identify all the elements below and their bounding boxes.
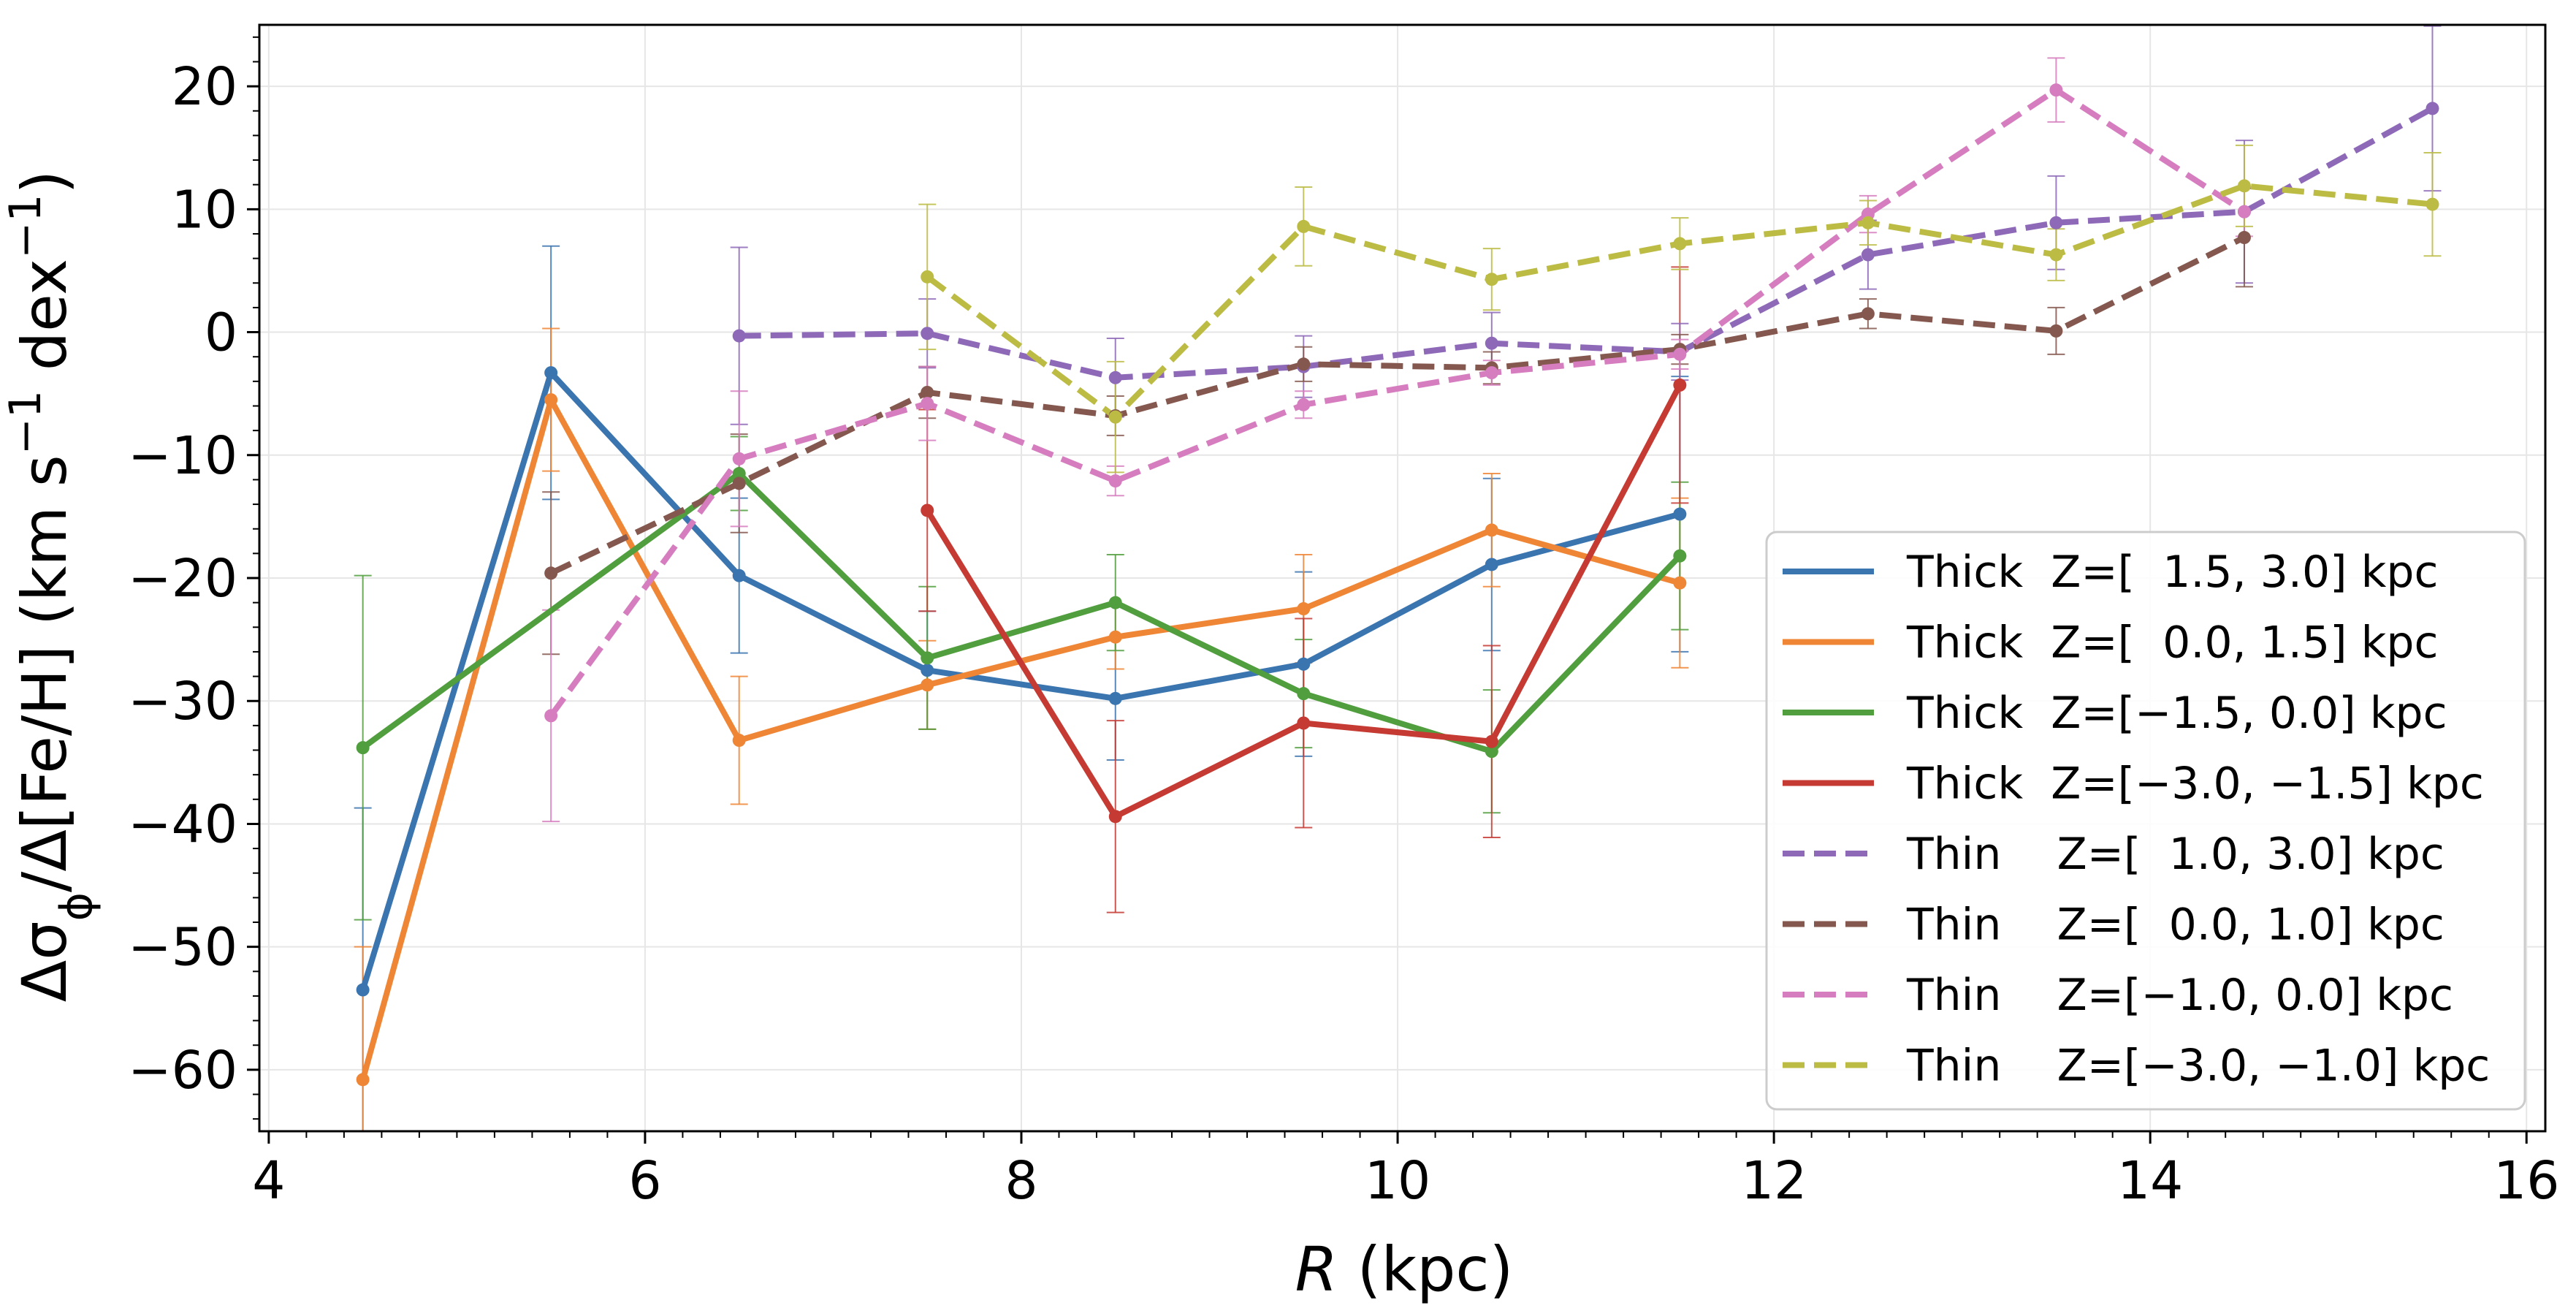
y-axis-title: Δσϕ/Δ[Fe/H] (km s−1 dex−1)	[0, 170, 102, 1003]
grid	[259, 25, 2545, 1131]
data-point	[921, 678, 934, 692]
data-point	[2237, 179, 2251, 193]
y-tick-label: −20	[128, 548, 237, 609]
data-point	[1485, 273, 1498, 286]
data-point	[356, 741, 370, 755]
axis-ticks	[247, 36, 2528, 1144]
data-point	[1297, 398, 1311, 411]
data-point	[356, 983, 370, 997]
data-point	[2237, 205, 2251, 218]
data-point	[2049, 248, 2063, 262]
y-tick-label: −60	[128, 1040, 237, 1101]
data-point	[2426, 102, 2439, 115]
data-point	[544, 566, 558, 580]
data-point	[1297, 602, 1311, 616]
data-point	[921, 270, 934, 284]
series-line	[359, 370, 1681, 991]
data-point	[921, 327, 934, 341]
data-point	[921, 664, 934, 677]
data-point	[356, 1073, 370, 1087]
data-point	[1673, 378, 1687, 392]
y-tick-label: −30	[128, 671, 237, 732]
data-point	[732, 734, 746, 748]
legend-label: Thick Z=[ 1.5, 3.0] kpc	[1906, 547, 2438, 598]
series-line	[739, 105, 2434, 381]
data-point	[544, 709, 558, 723]
legend-label: Thin Z=[ 0.0, 1.0] kpc	[1906, 900, 2444, 951]
data-point	[544, 366, 558, 380]
data-point	[1297, 716, 1311, 730]
data-point	[1673, 237, 1687, 251]
data-point	[1485, 745, 1498, 759]
data-point	[2049, 83, 2063, 97]
data-point	[1297, 687, 1311, 701]
x-axis-title: R (kpc)	[1295, 1234, 1514, 1305]
data-point	[1485, 336, 1498, 350]
x-tick-label: 10	[1365, 1150, 1430, 1211]
data-point	[1108, 596, 1122, 609]
data-point	[921, 385, 934, 399]
data-point	[1485, 734, 1498, 748]
data-point	[1485, 558, 1498, 571]
x-tick-label: 12	[1741, 1150, 1807, 1211]
data-point	[1485, 366, 1498, 380]
legend-label: Thick Z=[−1.5, 0.0] kpc	[1906, 688, 2447, 739]
data-point	[1108, 474, 1122, 488]
x-tick-label: 6	[628, 1150, 661, 1211]
data-point	[1861, 248, 1875, 262]
data-point	[1297, 657, 1311, 671]
legend: Thick Z=[ 1.5, 3.0] kpc Thick Z=[ 0.0, 1.…	[1765, 531, 2526, 1111]
y-tick-label: 20	[172, 56, 237, 117]
data-point	[921, 651, 934, 665]
legend-label: Thick Z=[−3.0, −1.5] kpc	[1906, 759, 2484, 810]
legend-box	[1765, 531, 2526, 1111]
x-tick-label: 8	[1005, 1150, 1037, 1211]
data-point	[1673, 549, 1687, 563]
data-point	[1673, 347, 1687, 361]
legend-label: Thin Z=[−1.0, 0.0] kpc	[1906, 970, 2453, 1021]
data-point	[1108, 370, 1122, 384]
y-tick-label: −50	[128, 917, 237, 978]
data-point	[2049, 324, 2063, 338]
data-point	[1673, 507, 1687, 521]
x-tick-label: 16	[2493, 1150, 2559, 1211]
data-point	[1297, 357, 1311, 371]
data-point	[1108, 410, 1122, 424]
data-point	[1673, 576, 1687, 590]
data-point	[1485, 523, 1498, 537]
data-point	[1108, 691, 1122, 705]
data-point	[921, 397, 934, 411]
data-point	[732, 476, 746, 490]
data-point	[2237, 231, 2251, 245]
data-point	[732, 452, 746, 466]
data-point	[1861, 216, 1875, 229]
x-tick-label: 14	[2117, 1150, 2183, 1211]
y-tick-label: −40	[128, 794, 237, 854]
legend-label: Thin Z=[−3.0, −1.0] kpc	[1906, 1041, 2490, 1092]
data-point	[1108, 630, 1122, 644]
y-tick-label: 10	[172, 179, 237, 240]
data-point	[1297, 219, 1311, 233]
data-point	[921, 503, 934, 517]
data-point	[1108, 810, 1122, 824]
data-point	[2426, 197, 2439, 211]
data-point	[732, 467, 746, 481]
data-point	[2049, 216, 2063, 229]
series-line	[548, 87, 2247, 718]
tick-labels: 4 6 8 10 12 14 16 20 10 0 −10 −20 −30 −40 −50 −60	[128, 56, 2559, 1211]
data-point	[732, 329, 746, 343]
x-tick-label: 4	[252, 1150, 285, 1211]
data-point	[1861, 307, 1875, 321]
data-points	[356, 83, 2439, 1087]
data-point	[544, 393, 558, 407]
legend-label: Thin Z=[ 1.0, 3.0] kpc	[1906, 829, 2444, 880]
series-line	[549, 235, 2246, 576]
y-tick-label: −10	[128, 425, 237, 486]
legend-label: Thick Z=[ 0.0, 1.5] kpc	[1906, 618, 2438, 669]
y-tick-label: 0	[205, 303, 237, 363]
data-point	[732, 569, 746, 582]
